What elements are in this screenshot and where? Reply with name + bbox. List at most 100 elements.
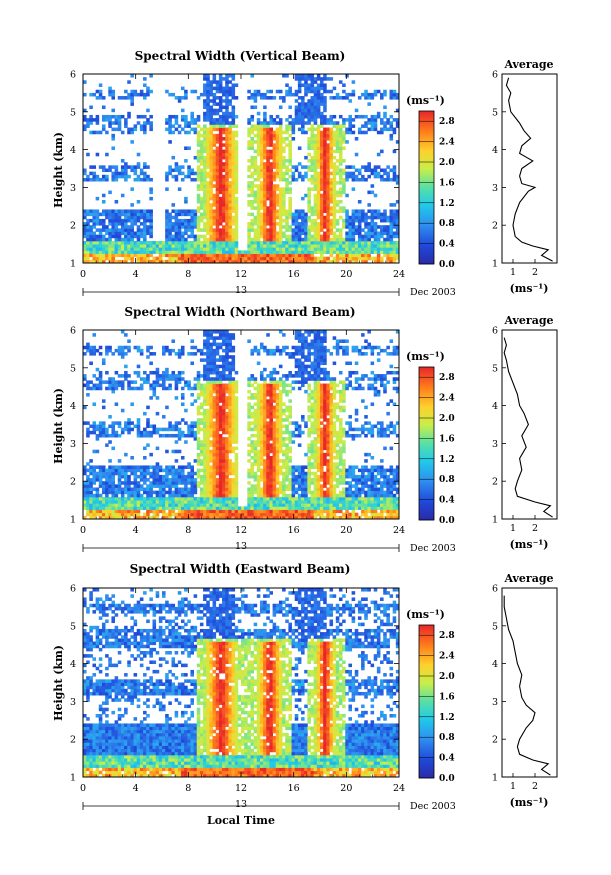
heatmap-cell [143, 174, 147, 179]
heatmap-cell [225, 474, 229, 479]
heatmap-cell [212, 493, 217, 498]
heatmap-cell [231, 231, 236, 236]
heatmap-cell [250, 493, 255, 498]
heatmap-cell [278, 234, 283, 239]
heatmap-cell [228, 174, 232, 179]
heatmap-cell [89, 361, 93, 366]
heatmap-cell [370, 171, 375, 176]
heatmap-cell [323, 89, 327, 94]
heatmap-cell [149, 490, 153, 495]
heatmap-cell [95, 496, 100, 501]
heatmap-cell [86, 174, 90, 179]
heatmap-cell [130, 421, 134, 425]
heatmap-cell [158, 478, 163, 482]
heatmap-cell [92, 240, 97, 245]
heatmap-cell [285, 124, 289, 128]
heatmap-cell [168, 222, 172, 226]
heatmap-cell [373, 231, 378, 236]
heatmap-cell [291, 247, 296, 251]
heatmap-cell [225, 348, 229, 353]
heatmap-cell [288, 181, 292, 185]
heatmap-cell [370, 228, 375, 232]
heatmap-cell [234, 481, 239, 485]
heatmap-cell [367, 203, 371, 207]
heatmap-cell [180, 250, 185, 254]
heatmap-cell [380, 174, 384, 179]
heatmap-cell [152, 503, 157, 507]
heatmap-cell [250, 496, 255, 501]
heatmap-cell [389, 256, 394, 261]
heatmap-cell [218, 333, 223, 337]
heatmap-cell [199, 389, 204, 394]
heatmap-cell [354, 168, 359, 173]
heatmap-cell [209, 370, 213, 375]
heatmap-cell [266, 237, 270, 242]
heatmap-cell [203, 99, 207, 103]
heatmap-cell [171, 174, 176, 179]
heatmap-cell [114, 234, 119, 239]
heatmap-cell [171, 348, 176, 353]
heatmap-cell [386, 256, 390, 261]
heatmap-cell [111, 121, 115, 125]
heatmap-cell [301, 108, 305, 113]
heatmap-cell [222, 355, 226, 359]
heatmap-cell [193, 471, 198, 476]
heatmap-cell [297, 253, 302, 258]
heatmap-cell [250, 465, 255, 469]
heatmap-cell [114, 247, 119, 251]
heatmap-cell [174, 493, 179, 498]
heatmap-cell [320, 140, 324, 144]
heatmap-cell [193, 386, 198, 391]
heatmap-cell [253, 168, 258, 173]
heatmap-cell [212, 209, 217, 213]
heatmap-cell [392, 250, 397, 254]
heatmap-cell [124, 253, 128, 258]
heatmap-cell [304, 253, 308, 258]
heatmap-cell [190, 509, 194, 514]
heatmap-cell [225, 506, 229, 510]
heatmap-cell [373, 222, 378, 226]
heatmap-cell [190, 468, 194, 473]
heatmap-cell [263, 171, 267, 176]
heatmap-cell [253, 418, 258, 422]
heatmap-cell [323, 184, 327, 188]
heatmap-cell [206, 374, 210, 378]
heatmap-cell [206, 99, 210, 103]
heatmap-cell [294, 92, 299, 97]
heatmap-cell [348, 228, 352, 232]
heatmap-cell [124, 240, 128, 245]
heatmap-cell [263, 114, 267, 119]
heatmap-cell [285, 130, 289, 135]
heatmap-cell [215, 149, 220, 154]
heatmap-cell [111, 133, 115, 138]
heatmap-cell [143, 127, 147, 132]
heatmap-cell [228, 411, 232, 416]
heatmap-cell [101, 96, 106, 100]
y-tick-label: 4 [70, 145, 76, 156]
heatmap-cell [165, 471, 169, 476]
heatmap-cell [307, 203, 311, 207]
heatmap-cell [294, 168, 299, 173]
heatmap-cell [155, 430, 160, 435]
heatmap-cell [351, 212, 356, 217]
heatmap-cell [228, 462, 232, 466]
heatmap-cell [304, 171, 308, 176]
heatmap-cell [332, 86, 337, 91]
heatmap-cell [294, 215, 299, 220]
heatmap-cell [389, 237, 394, 242]
heatmap-cell [190, 127, 194, 132]
heatmap-cell [247, 222, 251, 226]
heatmap-cell [218, 471, 223, 476]
heatmap-cell [199, 196, 204, 201]
heatmap-cell [177, 487, 182, 492]
heatmap-cell [307, 253, 311, 258]
heatmap-cell [228, 440, 232, 444]
heatmap-cell [218, 102, 223, 106]
heatmap-cell [307, 152, 311, 157]
heatmap-cell [231, 171, 236, 176]
heatmap-cell [332, 196, 337, 201]
heatmap-cell [259, 149, 264, 154]
heatmap-cell [301, 165, 305, 169]
heatmap-cell [256, 515, 261, 520]
heatmap-cell [177, 355, 182, 359]
